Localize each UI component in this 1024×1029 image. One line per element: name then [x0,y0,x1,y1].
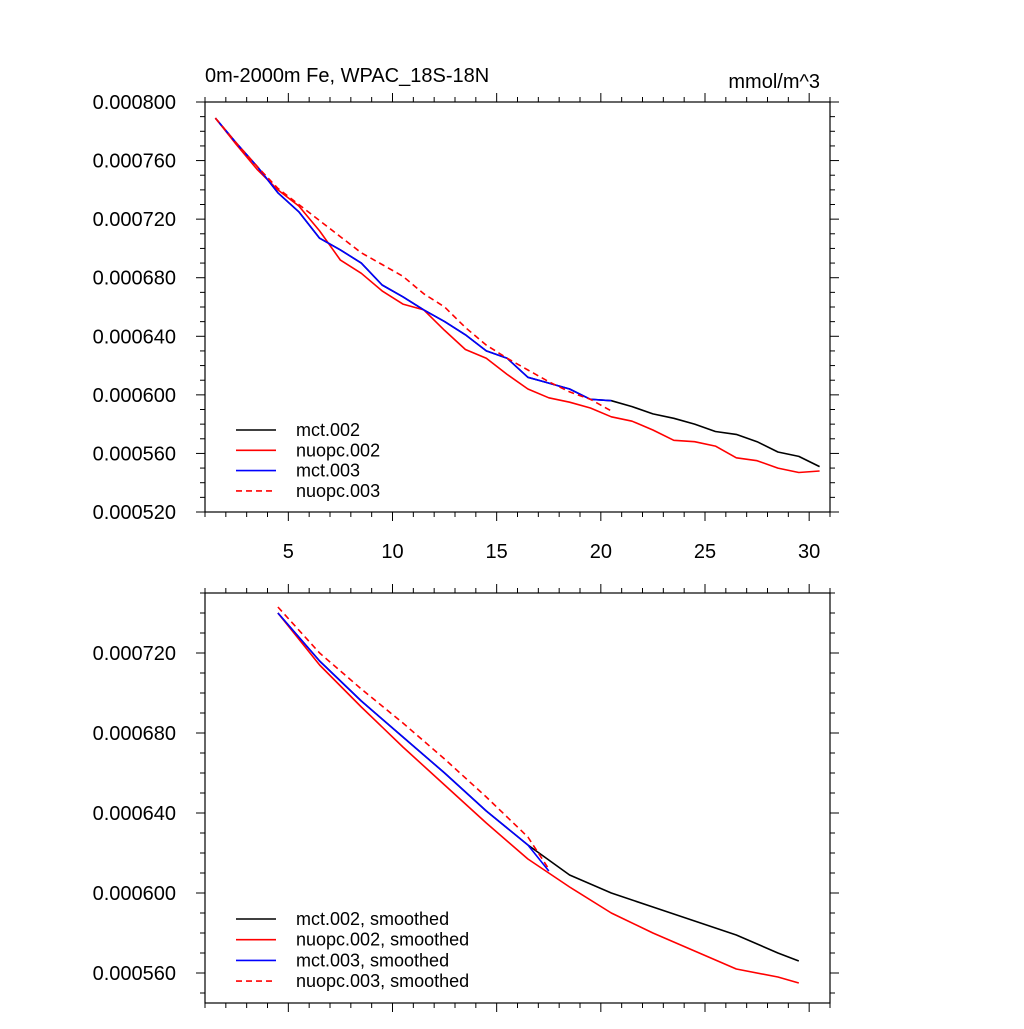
panel-2-series-line-nuopc-002-smoothed [277,612,800,984]
panel-2-y-tick-label: 0.000600 [93,883,176,905]
panel-1-y-tick-label: 0.000760 [93,151,176,173]
panel-2-series-line-mct-003-smoothed [277,612,550,872]
panel-1-y-tick-label: 0.000680 [93,268,176,290]
panel-1-y-tick-label: 0.000520 [93,502,176,524]
panel-2-legend-label: mct.002, smoothed [296,909,449,929]
panel-1-series-line-nuopc-003 [214,117,612,412]
panel-1-legend-label: mct.003 [296,461,360,481]
panel-1-legend-label: nuopc.003 [296,481,380,501]
panel-1-chart-title: 0m-2000m Fe, WPAC_18S-18N [205,65,489,87]
panel-2-y-tick-label: 0.000640 [93,803,176,825]
panel-1-legend-label: mct.002 [296,420,360,440]
panel-1-x-tick-label: 5 [283,541,294,563]
panel-1-series-line-nuopc-002 [214,117,820,474]
panel-1-x-tick-label: 15 [486,541,508,563]
panel-2-y-tick-label: 0.000560 [93,963,176,985]
panel-2-series-line-nuopc-003-smoothed [277,606,550,870]
panel-1-y-tick-label: 0.000720 [93,209,176,231]
panel-1-y-tick-label: 0.000800 [93,92,176,114]
panel-1-series-line-mct-003 [214,117,612,402]
panel-1-y-tick-label: 0.000640 [93,326,176,348]
panel-2-legend-label: mct.003, smoothed [296,950,449,970]
panel-2-y-tick-label: 0.000720 [93,643,176,665]
panel-1-series-line-mct-002 [214,117,820,468]
panel-2-legend-label: nuopc.003, smoothed [296,971,469,991]
panel-1-x-tick-label: 20 [590,541,612,563]
panel-1-y-tick-label: 0.000600 [93,385,176,407]
panel-2-legend-label: nuopc.002, smoothed [296,930,469,950]
panel-1-y-tick-label: 0.000560 [93,443,176,465]
panel-1-x-tick-label: 30 [798,541,820,563]
panel-1-legend-label: nuopc.002 [296,440,380,460]
panel-1-units-label: mmol/m^3 [728,71,820,93]
panel-2-y-tick-label: 0.000680 [93,723,176,745]
panel-1-x-tick-label: 25 [694,541,716,563]
panel-1-x-tick-label: 10 [381,541,403,563]
